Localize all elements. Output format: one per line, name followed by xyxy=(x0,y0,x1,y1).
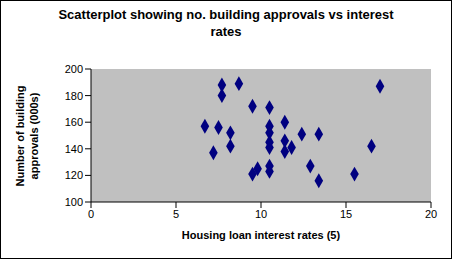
svg-text:180: 180 xyxy=(65,90,83,102)
svg-text:0: 0 xyxy=(88,208,94,220)
svg-text:5: 5 xyxy=(173,208,179,220)
html-text:Scatterplot showing no. buildi: Scatterplot showing no. building approva… xyxy=(58,7,394,39)
svg-text:140: 140 xyxy=(65,143,83,155)
svg-text:100: 100 xyxy=(65,196,83,208)
svg-text:15: 15 xyxy=(340,208,352,220)
svg-text:20: 20 xyxy=(425,208,437,220)
svg-text:120: 120 xyxy=(65,169,83,181)
html-text:Housing loan interest rates (5: Housing loan interest rates (5) xyxy=(181,229,341,241)
svg-text:160: 160 xyxy=(65,116,83,128)
svg-text:10: 10 xyxy=(255,208,267,220)
svg-text:200: 200 xyxy=(65,63,83,75)
html-text:Number of building approvals (: Number of building approvals (000s) xyxy=(14,85,40,186)
